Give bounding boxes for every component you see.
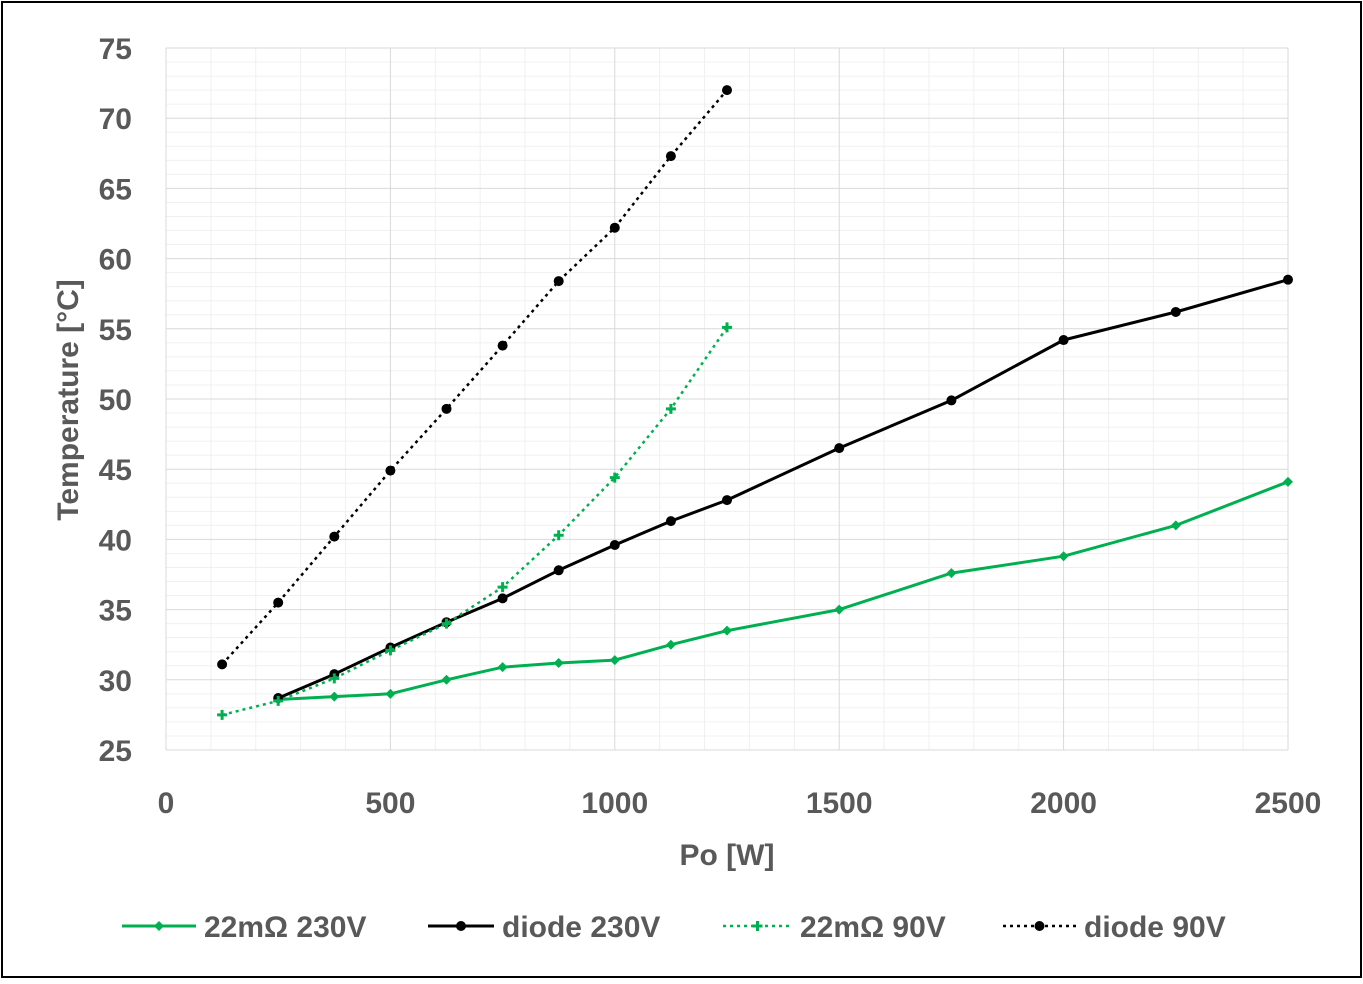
y-tick-label: 45 — [99, 454, 132, 487]
data-point — [497, 340, 508, 351]
series-group — [217, 85, 1293, 720]
x-axis-label: Po [W] — [680, 839, 775, 872]
legend-item: 22mΩ 90V — [723, 911, 946, 944]
data-point — [665, 639, 676, 650]
data-point — [609, 472, 620, 483]
data-point — [946, 568, 957, 579]
data-point — [834, 604, 845, 615]
data-point — [385, 688, 396, 699]
y-tick-label: 70 — [99, 103, 132, 136]
data-point — [273, 597, 284, 608]
data-point — [834, 443, 845, 454]
y-tick-label: 50 — [99, 384, 132, 417]
data-point — [665, 151, 676, 162]
y-tick-label: 25 — [99, 735, 132, 768]
data-point — [553, 530, 564, 541]
legend-label: diode 230V — [502, 911, 660, 944]
data-point — [1170, 520, 1181, 531]
legend-label: diode 90V — [1084, 911, 1226, 944]
y-tick-label: 40 — [99, 524, 132, 557]
legend: 22mΩ 230V diode 230V 22mΩ 90V diode 90V — [122, 911, 1226, 944]
data-point — [609, 540, 620, 551]
y-tick-label: 65 — [99, 173, 132, 206]
legend-swatch-marker — [154, 921, 164, 931]
data-point — [497, 662, 508, 673]
series-4 — [217, 85, 732, 670]
data-point — [722, 85, 732, 96]
data-point — [609, 222, 620, 233]
legend-item: diode 90V — [1003, 911, 1226, 944]
grid — [165, 47, 1289, 751]
legend-swatch-marker — [456, 921, 466, 931]
series-2 — [273, 274, 1293, 704]
legend-swatch-marker — [1034, 921, 1045, 931]
legend-item: 22mΩ 230V — [122, 911, 367, 944]
series-1 — [273, 476, 1293, 705]
data-point — [665, 516, 676, 527]
x-tick-label: 1000 — [581, 787, 648, 820]
data-point — [946, 395, 957, 406]
y-tick-label: 55 — [99, 314, 132, 347]
data-point — [722, 322, 732, 333]
legend-label: 22mΩ 90V — [800, 911, 946, 944]
data-point — [497, 593, 508, 604]
data-point — [609, 655, 620, 666]
data-point — [217, 709, 228, 720]
data-point — [1058, 551, 1069, 562]
data-point — [665, 403, 676, 414]
data-point — [553, 657, 564, 668]
data-point — [329, 673, 340, 684]
series-line — [277, 278, 1289, 700]
data-point — [385, 465, 396, 476]
data-point — [1170, 306, 1181, 317]
series-3 — [217, 322, 732, 720]
data-point — [441, 403, 452, 414]
y-tick-label: 35 — [99, 595, 132, 628]
legend-label: 22mΩ 230V — [204, 911, 367, 944]
y-tick-label: 60 — [99, 244, 132, 277]
data-point — [722, 625, 732, 636]
axes: 0 500 1000 1500 2000 2500 25 30 35 40 45 50 55 60 65 70… — [99, 33, 1322, 820]
x-tick-label: 1500 — [806, 787, 873, 820]
data-point — [1283, 476, 1293, 487]
series-line — [221, 89, 728, 666]
data-point — [1283, 274, 1293, 285]
data-point — [329, 691, 340, 702]
data-point — [553, 565, 564, 576]
legend-swatch-marker — [752, 921, 763, 931]
x-tick-label: 2500 — [1255, 787, 1322, 820]
y-tick-label: 75 — [99, 33, 132, 66]
data-point — [441, 618, 452, 629]
x-tick-label: 500 — [365, 787, 415, 820]
data-point — [1058, 335, 1069, 346]
series-line — [278, 480, 1289, 701]
data-point — [329, 531, 340, 542]
data-point — [553, 276, 564, 287]
data-point — [722, 495, 732, 506]
x-tick-label: 2000 — [1030, 787, 1097, 820]
data-point — [497, 582, 508, 593]
data-point — [273, 695, 284, 706]
data-point — [385, 645, 396, 656]
data-point — [217, 659, 228, 670]
legend-item: diode 230V — [428, 911, 660, 944]
data-point — [441, 674, 452, 685]
x-tick-label: 0 — [158, 787, 175, 820]
y-tick-label: 30 — [99, 665, 132, 698]
series-line — [221, 326, 729, 717]
y-axis-label: Temperature [°C] — [52, 279, 85, 520]
